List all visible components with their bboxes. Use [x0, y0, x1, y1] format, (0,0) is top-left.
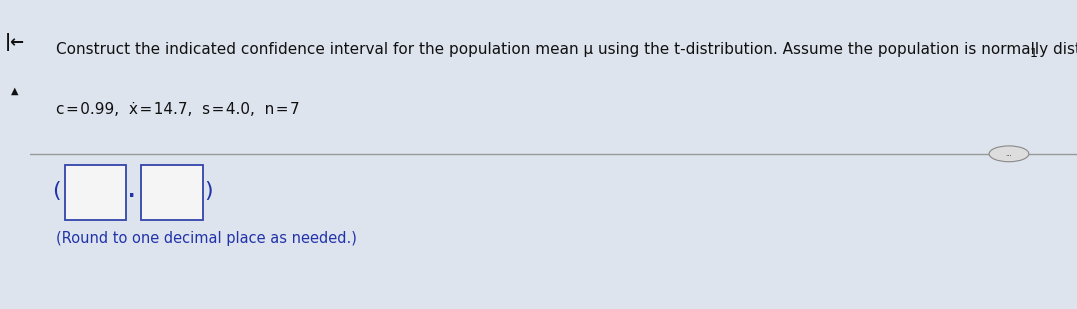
Text: (Round to one decimal place as needed.): (Round to one decimal place as needed.)	[56, 231, 358, 246]
Text: ): )	[204, 181, 212, 201]
Text: ▲: ▲	[12, 86, 18, 95]
Text: |←: |←	[5, 33, 25, 51]
Text: Construct the indicated confidence interval for the population mean μ using the : Construct the indicated confidence inter…	[56, 42, 1077, 57]
FancyBboxPatch shape	[65, 165, 126, 221]
Text: 1: 1	[1030, 48, 1038, 61]
Text: .: .	[128, 182, 136, 201]
Text: c = 0.99,  ẋ = 14.7,  s = 4.0,  n = 7: c = 0.99, ẋ = 14.7, s = 4.0, n = 7	[56, 102, 300, 117]
Ellipse shape	[989, 146, 1029, 162]
Text: ...: ...	[1006, 151, 1012, 157]
FancyBboxPatch shape	[141, 165, 202, 221]
Text: (: (	[52, 181, 60, 201]
